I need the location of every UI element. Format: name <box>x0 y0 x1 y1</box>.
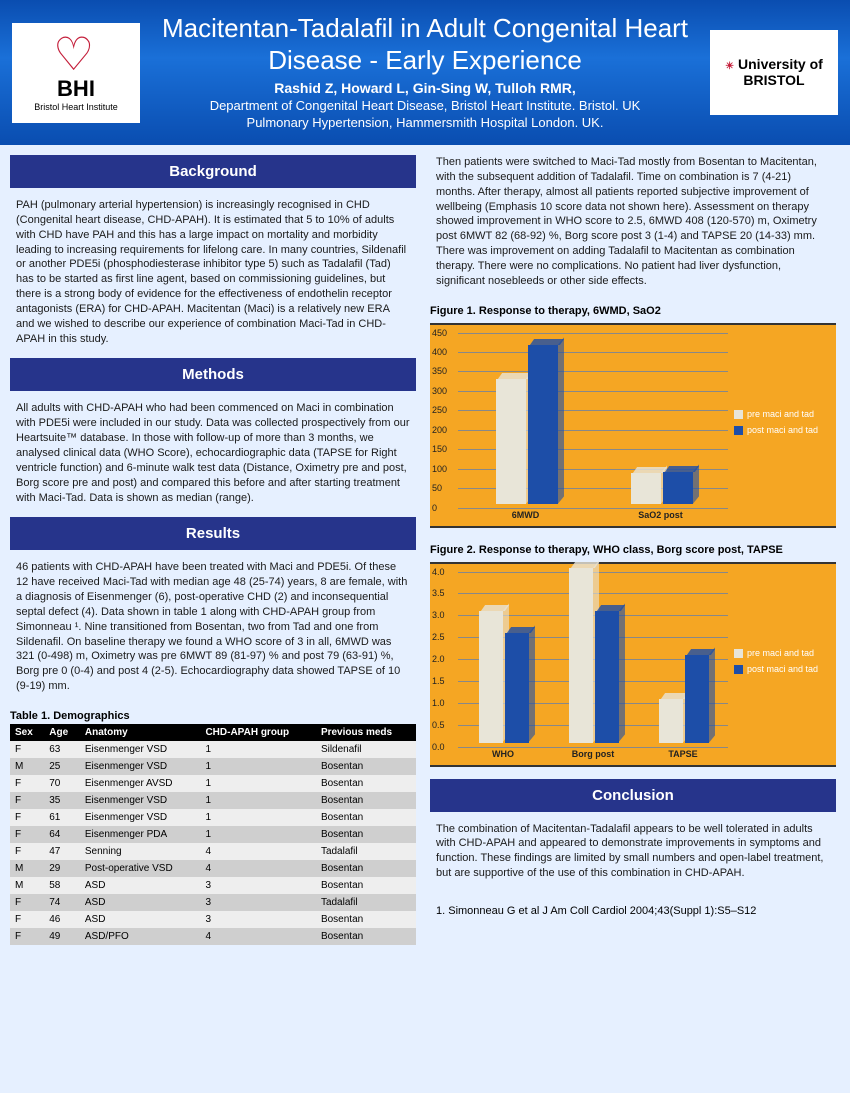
figure1-legend: pre maci and tad post maci and tad <box>734 409 830 441</box>
table-col-header: CHD-APAH group <box>200 724 315 741</box>
chart-bar <box>685 655 709 743</box>
table-title: Table 1. Demographics <box>10 706 416 724</box>
reference-text: 1. Simonneau G et al J Am Coll Cardiol 2… <box>430 893 836 929</box>
background-header: Background <box>10 155 416 188</box>
figure2-chart: 0.00.51.01.52.02.53.03.54.0WHOBorg postT… <box>430 562 836 767</box>
table-row: M25Eisenmenger VSD1Bosentan <box>10 758 416 775</box>
table-row: F61Eisenmenger VSD1Bosentan <box>10 809 416 826</box>
figure2-legend: pre maci and tad post maci and tad <box>734 648 830 680</box>
table-col-header: Previous meds <box>316 724 416 741</box>
table-row: F47Senning4Tadalafil <box>10 843 416 860</box>
table-row: F63Eisenmenger VSD1Sildenafil <box>10 741 416 758</box>
table-row: F70Eisenmenger AVSD1Bosentan <box>10 775 416 792</box>
chart-x-label: Borg post <box>572 749 615 759</box>
chart-x-label: WHO <box>492 749 514 759</box>
affiliation-1: Department of Congenital Heart Disease, … <box>148 98 702 115</box>
chart-bar <box>663 472 693 504</box>
table-col-header: Sex <box>10 724 44 741</box>
background-text: PAH (pulmonary arterial hypertension) is… <box>10 194 416 358</box>
demographics-table: SexAgeAnatomyCHD-APAH groupPrevious meds… <box>10 724 416 945</box>
methods-text: All adults with CHD-APAH who had been co… <box>10 397 416 517</box>
table-col-header: Age <box>44 724 80 741</box>
column-left: Background PAH (pulmonary arterial hyper… <box>10 155 416 945</box>
conclusion-text: The combination of Macitentan-Tadalafil … <box>430 818 836 893</box>
conclusion-header: Conclusion <box>430 779 836 812</box>
table-row: F35Eisenmenger VSD1Bosentan <box>10 792 416 809</box>
logo-bhi: BHI Bristol Heart Institute <box>12 23 140 123</box>
chart-x-label: TAPSE <box>668 749 697 759</box>
table-col-header: Anatomy <box>80 724 201 741</box>
results-header: Results <box>10 517 416 550</box>
table-row: F49ASD/PFO4Bosentan <box>10 928 416 945</box>
chart-x-label: SaO2 post <box>638 510 683 520</box>
chart-x-label: 6MWD <box>512 510 540 520</box>
table-row: M58ASD3Bosentan <box>10 877 416 894</box>
results-cont-text: Then patients were switched to Maci-Tad … <box>430 155 836 301</box>
table-row: F64Eisenmenger PDA1Bosentan <box>10 826 416 843</box>
chart-bar <box>528 345 558 504</box>
affiliation-2: Pulmonary Hypertension, Hammersmith Hosp… <box>148 115 702 132</box>
poster-header: BHI Bristol Heart Institute Macitentan-T… <box>0 0 850 145</box>
chart-bar <box>505 633 529 742</box>
methods-header: Methods <box>10 358 416 391</box>
table-row: F74ASD3Tadalafil <box>10 894 416 911</box>
chart-bar <box>631 473 661 504</box>
chart-bar <box>479 611 503 742</box>
results-text: 46 patients with CHD-APAH have been trea… <box>10 556 416 706</box>
chart-bar <box>569 568 593 743</box>
figure1-chart: 0501001502002503003504004506MWDSaO2 post… <box>430 323 836 528</box>
header-text: Macitentan-Tadalafil in Adult Congenital… <box>140 13 710 131</box>
chart-bar <box>659 699 683 743</box>
chart-bar <box>595 611 619 742</box>
table-row: F46ASD3Bosentan <box>10 911 416 928</box>
authors: Rashid Z, Howard L, Gin-Sing W, Tulloh R… <box>148 80 702 96</box>
table-row: M29Post-operative VSD4Bosentan <box>10 860 416 877</box>
poster-title: Macitentan-Tadalafil in Adult Congenital… <box>148 13 702 75</box>
figure2-title: Figure 2. Response to therapy, WHO class… <box>430 540 836 562</box>
logo-bristol: ☀ University of BRISTOL <box>710 30 838 115</box>
content: Background PAH (pulmonary arterial hyper… <box>0 145 850 955</box>
figure1-title: Figure 1. Response to therapy, 6WMD, SaO… <box>430 301 836 323</box>
column-right: Then patients were switched to Maci-Tad … <box>430 155 836 945</box>
chart-bar <box>496 379 526 504</box>
